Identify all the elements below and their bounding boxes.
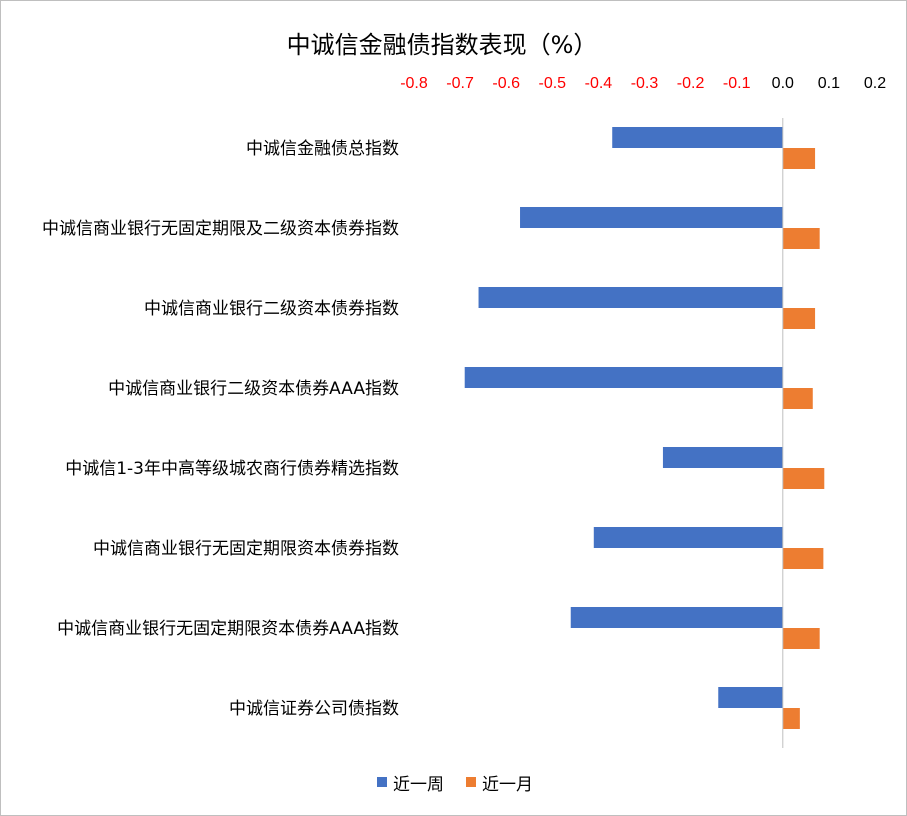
bar-monthly bbox=[782, 148, 816, 169]
bar-monthly bbox=[782, 228, 820, 249]
bar-monthly bbox=[782, 468, 825, 489]
x-tick-label: -0.2 bbox=[677, 75, 705, 92]
x-axis-ticks: -0.8 -0.7 -0.6 -0.5 -0.4 -0.3 -0.2 -0.1 0.0 0.1 0.… bbox=[400, 75, 886, 92]
category-label: 中诚信金融债总指数 bbox=[246, 139, 399, 159]
bar-weekly bbox=[520, 207, 783, 228]
bars bbox=[464, 127, 825, 729]
x-tick-label: -0.7 bbox=[446, 75, 474, 92]
x-tick-label: -0.1 bbox=[723, 75, 751, 92]
x-tick-label: -0.8 bbox=[400, 75, 428, 92]
x-tick-label: -0.3 bbox=[631, 75, 659, 92]
bar-weekly bbox=[718, 687, 783, 708]
bar-weekly bbox=[612, 127, 783, 148]
bar-weekly bbox=[593, 527, 783, 548]
bar-monthly bbox=[782, 548, 824, 569]
bar-monthly bbox=[782, 628, 820, 649]
x-tick-label: 0.0 bbox=[772, 75, 794, 92]
x-tick-label: 0.1 bbox=[818, 75, 840, 92]
legend-label-monthly: 近一月 bbox=[482, 775, 533, 795]
category-label: 中诚信商业银行无固定期限及二级资本债券指数 bbox=[42, 219, 399, 239]
legend-swatch-weekly bbox=[377, 777, 387, 787]
x-tick-label: -0.6 bbox=[492, 75, 520, 92]
bar-weekly bbox=[662, 447, 783, 468]
category-label: 中诚信证券公司债指数 bbox=[229, 699, 399, 719]
x-tick-label: -0.4 bbox=[585, 75, 613, 92]
bar-monthly bbox=[782, 308, 816, 329]
bar-weekly bbox=[464, 367, 783, 388]
bar-monthly bbox=[782, 388, 813, 409]
x-tick-label: -0.5 bbox=[539, 75, 567, 92]
x-tick-label: 0.2 bbox=[864, 75, 886, 92]
legend-swatch-monthly bbox=[466, 777, 476, 787]
bar-monthly bbox=[782, 708, 800, 729]
category-label: 中诚信商业银行二级资本债券指数 bbox=[144, 299, 399, 319]
legend: 近一周 近一月 bbox=[377, 775, 533, 795]
category-label: 中诚信商业银行二级资本债券AAA指数 bbox=[108, 379, 399, 399]
category-label: 中诚信1-3年中高等级城农商行债券精选指数 bbox=[65, 459, 399, 479]
legend-label-weekly: 近一周 bbox=[393, 775, 444, 795]
chart-title: 中诚信金融债指数表现（%） bbox=[287, 31, 598, 59]
bar-weekly bbox=[570, 607, 783, 628]
category-label: 中诚信商业银行无固定期限资本债券AAA指数 bbox=[57, 619, 399, 639]
category-labels: 中诚信金融债总指数中诚信商业银行无固定期限及二级资本债券指数中诚信商业银行二级资… bbox=[42, 139, 399, 719]
category-label: 中诚信商业银行无固定期限资本债券指数 bbox=[93, 539, 399, 559]
bar-weekly bbox=[478, 287, 783, 308]
